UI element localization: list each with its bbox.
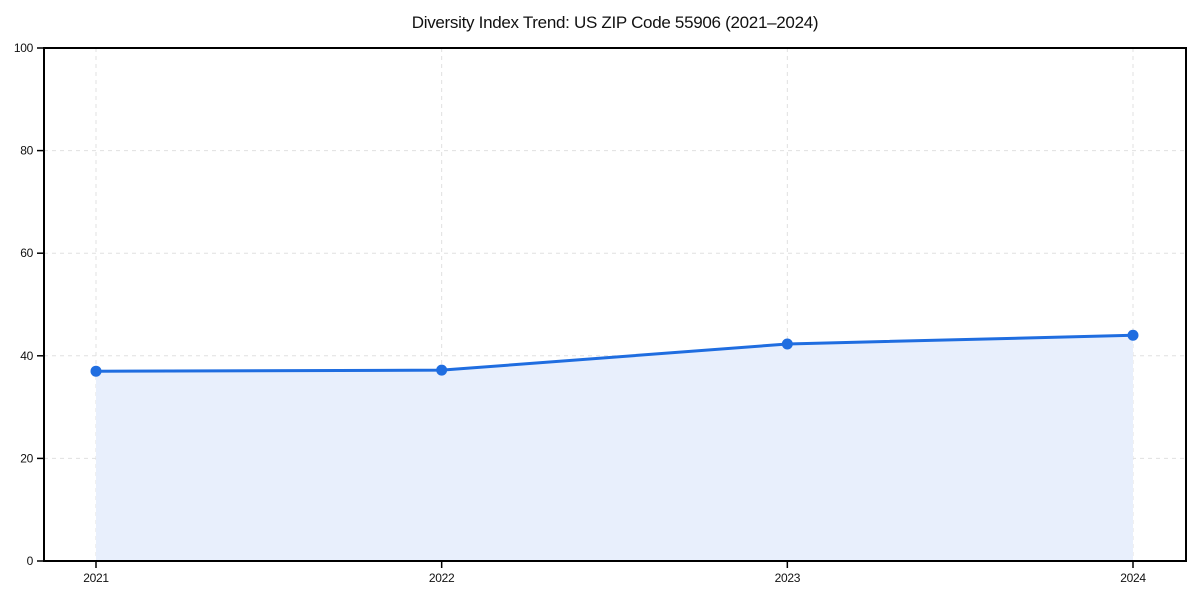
area-fill [96,335,1133,561]
y-tick-label-0: 0 [27,554,34,568]
data-point-2024 [1127,329,1139,341]
y-tick-label-40: 40 [20,349,33,363]
data-point-2022 [436,364,448,376]
y-tick-label-100: 100 [14,41,34,55]
y-tick-label-80: 80 [20,144,33,158]
y-tick-label-60: 60 [20,246,33,260]
x-tick-label-2023: 2023 [775,571,801,585]
x-tick-label-2021: 2021 [83,571,109,585]
chart-title: Diversity Index Trend: US ZIP Code 55906… [411,13,819,32]
x-tick-label-2022: 2022 [429,571,455,585]
trend-line [94,333,1135,373]
plot-border [43,47,1187,562]
y-tick-label-20: 20 [20,451,33,465]
data-point-2023 [781,338,793,350]
x-tick-label-2024: 2024 [1120,571,1146,585]
data-point-2021 [90,365,102,377]
